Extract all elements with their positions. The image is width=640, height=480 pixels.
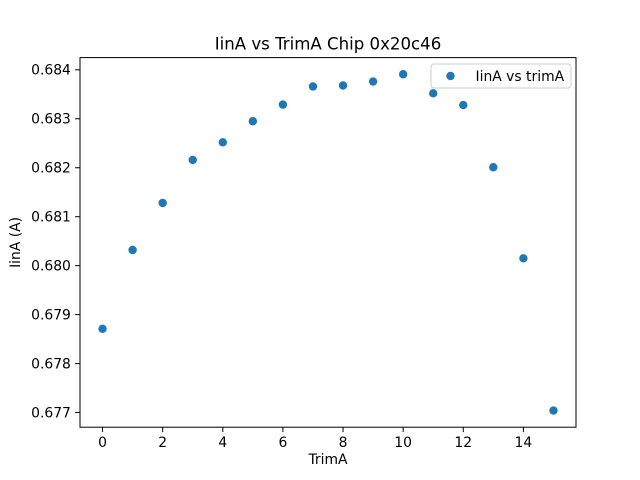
y-axis-label: IinA (A) [8, 217, 24, 268]
legend-frame [430, 63, 572, 89]
x-tick-label: 6 [278, 435, 287, 451]
data-point [308, 82, 318, 91]
data-point [158, 198, 167, 208]
data-point [338, 81, 348, 90]
x-tick-label: 2 [158, 435, 167, 451]
y-tick-label: 0.681 [31, 209, 71, 225]
data-point [248, 117, 258, 126]
legend: IinA vs trimA [430, 63, 572, 89]
y-tick-label: 0.679 [31, 307, 71, 323]
y-tick-label: 0.684 [31, 63, 71, 79]
scatter-series [98, 70, 558, 415]
data-point [128, 245, 137, 255]
x-tick-label: 8 [339, 435, 348, 451]
data-point [489, 163, 498, 172]
data-point [429, 89, 438, 98]
data-point [549, 406, 558, 415]
x-tick-label: 14 [515, 435, 533, 451]
data-point [519, 254, 528, 263]
x-tick-label: 12 [454, 435, 472, 451]
data-point [98, 324, 107, 334]
x-axis-label: TrimA [307, 452, 348, 468]
y-tick-label: 0.682 [31, 161, 71, 177]
axes: 0 2 4 6 8 10 12 14 0.677 0.678 0.679 0.680 0.681 0.68… [31, 57, 577, 451]
y-tick-label: 0.678 [31, 356, 71, 372]
data-point [218, 138, 227, 147]
data-point [368, 77, 378, 86]
y-tick-label: 0.677 [31, 405, 71, 421]
data-point [459, 100, 468, 110]
data-point [398, 70, 408, 79]
y-tick-label: 0.680 [31, 258, 71, 274]
data-point [188, 155, 197, 165]
chart-title: IinA vs TrimA Chip 0x20c46 [215, 35, 442, 54]
x-tick-label: 10 [394, 435, 412, 451]
legend-label: IinA vs trimA [476, 69, 565, 85]
legend-marker-circle-icon [446, 71, 455, 81]
plot-area-border [79, 57, 577, 428]
y-tick-label: 0.683 [31, 112, 71, 128]
x-tick-label: 4 [218, 435, 227, 451]
data-point [278, 100, 288, 109]
x-tick-label: 0 [98, 435, 107, 451]
